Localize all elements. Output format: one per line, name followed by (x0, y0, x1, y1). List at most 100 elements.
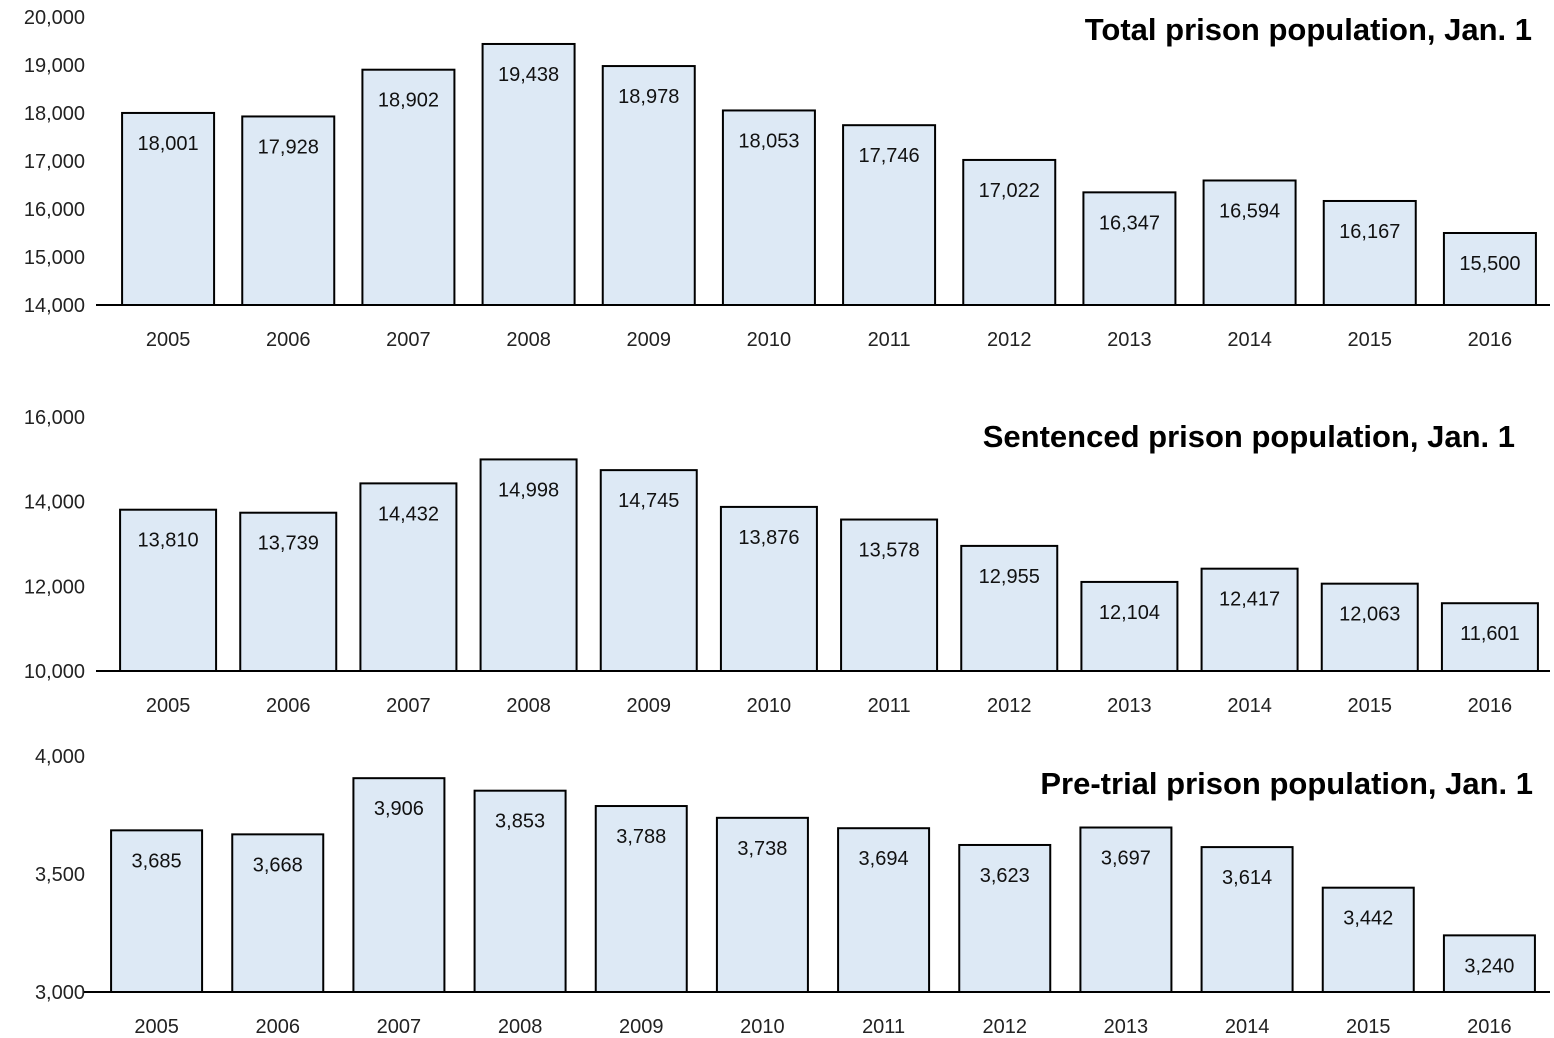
x-tick-label: 2012 (983, 1016, 1028, 1038)
chart-title: Sentenced prison population, Jan. 1 (983, 419, 1515, 454)
data-label: 18,001 (137, 133, 198, 155)
y-tick-label: 17,000 (24, 151, 85, 173)
data-label: 12,063 (1339, 604, 1400, 626)
data-label: 13,739 (258, 533, 319, 555)
data-label: 3,685 (132, 850, 182, 872)
bar (599, 469, 698, 672)
y-tick-label: 16,000 (24, 199, 85, 221)
bar (1202, 179, 1297, 307)
data-label: 17,022 (979, 180, 1040, 202)
bar (481, 42, 576, 306)
x-tick-label: 2016 (1468, 695, 1513, 717)
bar (1082, 191, 1177, 306)
data-label: 13,810 (137, 530, 198, 552)
x-tick-label: 2011 (868, 695, 911, 717)
x-tick-label: 2012 (987, 329, 1032, 351)
bar (121, 111, 216, 307)
data-label: 3,853 (495, 811, 545, 833)
data-label: 3,738 (737, 838, 787, 860)
data-label: 14,998 (498, 479, 559, 501)
x-tick-label: 2009 (619, 1016, 664, 1038)
data-label: 16,594 (1219, 200, 1280, 222)
bar (352, 777, 446, 994)
data-label: 3,623 (980, 865, 1030, 887)
bar (1321, 886, 1415, 993)
data-label: 18,053 (738, 130, 799, 152)
x-tick-label: 2008 (506, 329, 551, 351)
data-label: 3,442 (1343, 908, 1393, 930)
x-tick-label: 2007 (377, 1016, 422, 1038)
data-label: 3,668 (253, 854, 303, 876)
chart-title: Total prison population, Jan. 1 (1085, 12, 1532, 47)
bar (359, 482, 458, 672)
x-tick-label: 2013 (1107, 695, 1152, 717)
y-tick-label: 20,000 (24, 7, 85, 29)
bar (473, 789, 567, 994)
x-tick-label: 2015 (1348, 695, 1393, 717)
y-tick-label: 10,000 (24, 661, 85, 683)
y-tick-label: 3,000 (35, 982, 85, 1004)
data-label: 14,745 (618, 490, 679, 512)
x-tick-label: 2014 (1225, 1016, 1270, 1038)
x-tick-label: 2007 (386, 329, 431, 351)
data-label: 17,928 (258, 136, 319, 158)
x-tick-label: 2010 (747, 695, 792, 717)
bar (110, 829, 204, 994)
x-tick-label: 2011 (868, 329, 911, 351)
x-tick-label: 2010 (740, 1016, 785, 1038)
x-tick-label: 2008 (506, 695, 551, 717)
bar (960, 544, 1059, 673)
data-label: 15,500 (1459, 253, 1520, 275)
bar (837, 827, 931, 993)
bar (958, 843, 1052, 993)
data-label: 12,104 (1099, 602, 1160, 624)
chart-title: Pre-trial prison population, Jan. 1 (1040, 766, 1533, 801)
x-tick-label: 2012 (987, 695, 1032, 717)
bar (479, 458, 578, 672)
x-tick-label: 2016 (1467, 1016, 1512, 1038)
data-label: 18,978 (618, 86, 679, 108)
data-label: 16,167 (1339, 221, 1400, 243)
bar (241, 115, 336, 307)
data-label: 13,876 (738, 527, 799, 549)
y-tick-label: 14,000 (24, 492, 85, 514)
bar (715, 816, 809, 993)
bar (1322, 199, 1417, 306)
data-label: 18,902 (378, 90, 439, 112)
x-tick-label: 2006 (266, 695, 311, 717)
y-tick-label: 15,000 (24, 247, 85, 269)
data-label: 11,601 (1460, 623, 1520, 645)
y-tick-label: 19,000 (24, 55, 85, 77)
bar (239, 511, 338, 672)
y-tick-label: 4,000 (35, 746, 85, 768)
x-tick-label: 2011 (862, 1016, 905, 1038)
x-tick-label: 2014 (1227, 329, 1272, 351)
data-label: 3,614 (1222, 867, 1272, 889)
x-tick-label: 2006 (266, 329, 311, 351)
x-tick-label: 2008 (498, 1016, 543, 1038)
x-tick-label: 2005 (146, 329, 191, 351)
x-tick-label: 2015 (1348, 329, 1393, 351)
y-tick-label: 18,000 (24, 103, 85, 125)
bar (721, 109, 816, 307)
x-tick-label: 2009 (627, 329, 672, 351)
bar (1079, 826, 1173, 993)
data-label: 14,432 (378, 503, 439, 525)
data-label: 13,578 (858, 540, 919, 562)
x-tick-label: 2013 (1104, 1016, 1149, 1038)
data-label: 3,788 (616, 826, 666, 848)
bar (1200, 567, 1299, 673)
data-label: 12,955 (979, 566, 1040, 588)
y-tick-label: 3,500 (35, 864, 85, 886)
data-label: 12,417 (1219, 589, 1280, 611)
x-tick-label: 2013 (1107, 329, 1152, 351)
x-tick-label: 2006 (256, 1016, 301, 1038)
data-label: 3,240 (1464, 955, 1514, 977)
data-label: 3,906 (374, 798, 424, 820)
bar (962, 158, 1057, 306)
data-label: 17,746 (858, 145, 919, 167)
bar (119, 508, 218, 672)
x-tick-label: 2005 (134, 1016, 179, 1038)
data-label: 19,438 (498, 64, 559, 86)
x-tick-label: 2015 (1346, 1016, 1391, 1038)
